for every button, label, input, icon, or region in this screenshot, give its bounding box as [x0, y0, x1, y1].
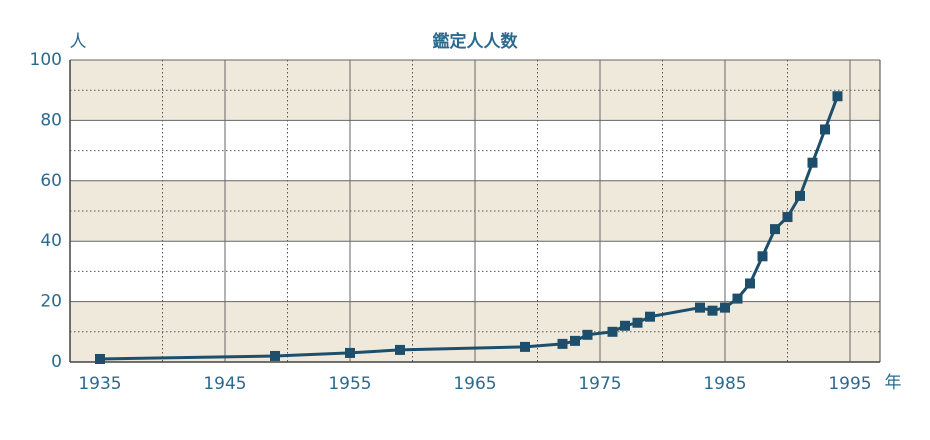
point — [582, 329, 593, 340]
point — [807, 157, 818, 168]
y-unit: 人 — [70, 32, 87, 52]
point — [695, 302, 705, 313]
point — [645, 311, 655, 322]
point — [570, 335, 580, 346]
point — [782, 212, 793, 223]
point — [607, 326, 618, 337]
y-tick-label: 0 — [51, 352, 62, 372]
chart-title: 鑑定人人数 — [433, 31, 519, 52]
point — [745, 278, 755, 289]
point — [95, 353, 105, 364]
point — [345, 347, 355, 358]
x-tick-label: 1935 — [78, 374, 121, 394]
point — [757, 251, 768, 262]
point — [620, 320, 630, 331]
y-tick-label: 40 — [40, 231, 62, 251]
point — [395, 344, 405, 355]
x-tick-label: 1995 — [828, 374, 871, 394]
y-tick-label: 20 — [40, 292, 62, 312]
point — [557, 338, 568, 349]
point — [770, 224, 780, 235]
x-tick-label: 1955 — [328, 374, 371, 394]
point — [520, 341, 530, 352]
point — [732, 293, 743, 304]
point — [832, 91, 843, 102]
point — [270, 350, 280, 361]
x-tick-label: 1975 — [578, 374, 621, 394]
point — [720, 302, 730, 313]
x-tick-label: 1965 — [453, 374, 496, 394]
point — [820, 124, 830, 135]
point — [795, 190, 805, 201]
x-tick-label: 1945 — [203, 374, 246, 394]
y-tick-label: 60 — [40, 171, 62, 191]
y-tick-label: 80 — [40, 110, 62, 130]
y-tick-label: 100 — [30, 50, 62, 70]
x-tick-label: 1985 — [703, 374, 746, 394]
point — [707, 305, 718, 316]
point — [632, 317, 643, 328]
x-unit: 年 — [885, 373, 902, 393]
